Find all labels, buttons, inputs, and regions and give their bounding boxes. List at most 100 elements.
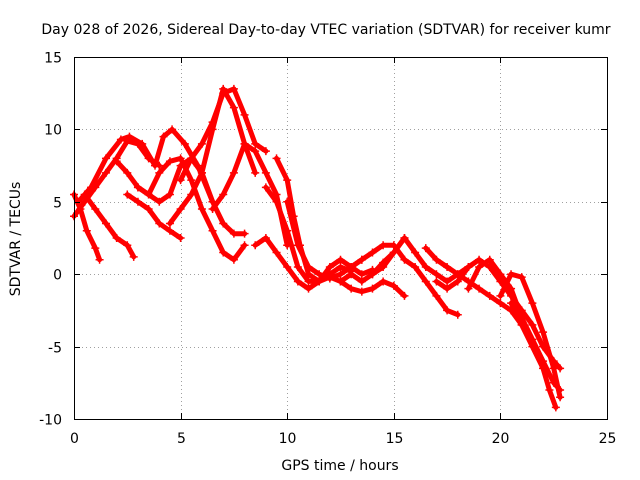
data-point-marker — [475, 284, 484, 293]
y-tick-label: 5 — [53, 196, 62, 212]
data-point-marker — [453, 277, 462, 286]
data-point-marker — [229, 84, 238, 93]
y-tick-label: -5 — [48, 341, 62, 357]
data-point-marker — [125, 132, 134, 141]
data-point-marker — [272, 197, 281, 206]
series-track-21 — [496, 270, 565, 402]
data-point-marker — [219, 89, 228, 98]
data-point-marker — [325, 274, 334, 283]
x-tick-label: 10 — [279, 431, 297, 447]
series-line — [124, 192, 184, 241]
series-line — [423, 245, 525, 328]
data-point-marker — [240, 229, 249, 238]
data-point-marker — [180, 139, 189, 148]
data-point-marker — [443, 284, 452, 293]
data-point-marker — [400, 291, 409, 300]
data-point-marker — [240, 241, 249, 250]
series-line — [82, 192, 137, 260]
data-point-marker — [208, 118, 217, 127]
y-axis-label: SDTVAR / TECUs — [8, 182, 24, 297]
series-track-17 — [336, 277, 409, 300]
data-point-marker — [432, 291, 441, 300]
data-point-marker — [357, 287, 366, 296]
data-point-marker — [91, 244, 100, 253]
x-tick-label: 5 — [177, 431, 186, 447]
y-tick-label: 15 — [44, 51, 62, 67]
chart-title: Day 028 of 2026, Sidereal Day-to-day VTE… — [41, 22, 610, 38]
data-point-marker — [240, 110, 249, 119]
data-point-marker — [539, 364, 548, 373]
data-point-marker — [272, 154, 281, 163]
data-point-marker — [325, 262, 334, 271]
data-point-marker — [357, 277, 366, 286]
data-point-marker — [336, 270, 345, 279]
data-point-marker — [347, 270, 356, 279]
series-line — [252, 235, 354, 292]
data-point-marker — [528, 342, 537, 351]
data-point-marker — [159, 132, 168, 141]
data-point-marker — [101, 154, 110, 163]
series-line — [210, 141, 290, 248]
data-point-marker — [421, 277, 430, 286]
data-point-marker — [251, 147, 260, 156]
data-point-marker — [112, 157, 121, 166]
data-point-marker — [507, 270, 516, 279]
data-point-marker — [168, 125, 177, 134]
series-layer — [70, 84, 565, 412]
y-tick-label: 10 — [44, 123, 62, 139]
data-point-marker — [389, 248, 398, 257]
data-point-marker — [496, 299, 505, 308]
series-track-3 — [80, 190, 138, 261]
data-point-marker — [517, 320, 526, 329]
data-point-marker — [304, 277, 313, 286]
data-point-marker — [347, 284, 356, 293]
data-point-marker — [251, 241, 260, 250]
y-tick-label: -10 — [39, 413, 62, 429]
series-line — [370, 235, 471, 284]
data-point-marker — [545, 386, 554, 395]
series-line — [114, 155, 248, 237]
series-track-9 — [176, 84, 270, 185]
data-point-marker — [283, 176, 292, 185]
data-point-marker — [357, 270, 366, 279]
data-point-marker — [336, 255, 345, 264]
series-line — [465, 257, 563, 393]
data-point-marker — [432, 270, 441, 279]
series-track-15 — [347, 241, 462, 319]
data-point-marker — [347, 262, 356, 271]
data-point-marker — [453, 310, 462, 319]
data-point-marker — [551, 403, 560, 412]
series-track-7 — [133, 154, 249, 264]
data-point-marker — [485, 255, 494, 264]
data-point-marker — [464, 284, 473, 293]
data-point-marker — [165, 157, 174, 166]
x-tick-label: 15 — [386, 431, 404, 447]
data-point-marker — [379, 241, 388, 250]
data-point-marker — [74, 197, 83, 206]
data-point-marker — [261, 234, 270, 242]
data-point-marker — [133, 183, 142, 192]
series-track-6 — [123, 190, 185, 242]
data-point-marker — [187, 190, 196, 199]
data-point-marker — [95, 255, 104, 264]
y-tick-label: 0 — [53, 268, 62, 284]
data-point-marker — [432, 277, 441, 286]
data-point-marker — [144, 205, 153, 214]
data-point-marker — [411, 248, 420, 257]
data-point-marker — [187, 176, 196, 185]
data-point-marker — [219, 248, 228, 257]
data-point-marker — [368, 284, 377, 293]
data-point-marker — [261, 147, 270, 156]
data-point-marker — [283, 226, 292, 235]
data-point-marker — [197, 139, 206, 148]
data-point-marker — [151, 161, 160, 170]
series-track-19 — [432, 255, 565, 373]
series-track-8 — [165, 84, 260, 228]
data-point-marker — [219, 219, 228, 228]
grid-layer — [74, 57, 607, 419]
series-line — [75, 126, 216, 205]
data-point-marker — [443, 306, 452, 315]
data-point-marker — [133, 197, 142, 206]
data-point-marker — [165, 219, 174, 228]
data-point-marker — [464, 262, 473, 271]
